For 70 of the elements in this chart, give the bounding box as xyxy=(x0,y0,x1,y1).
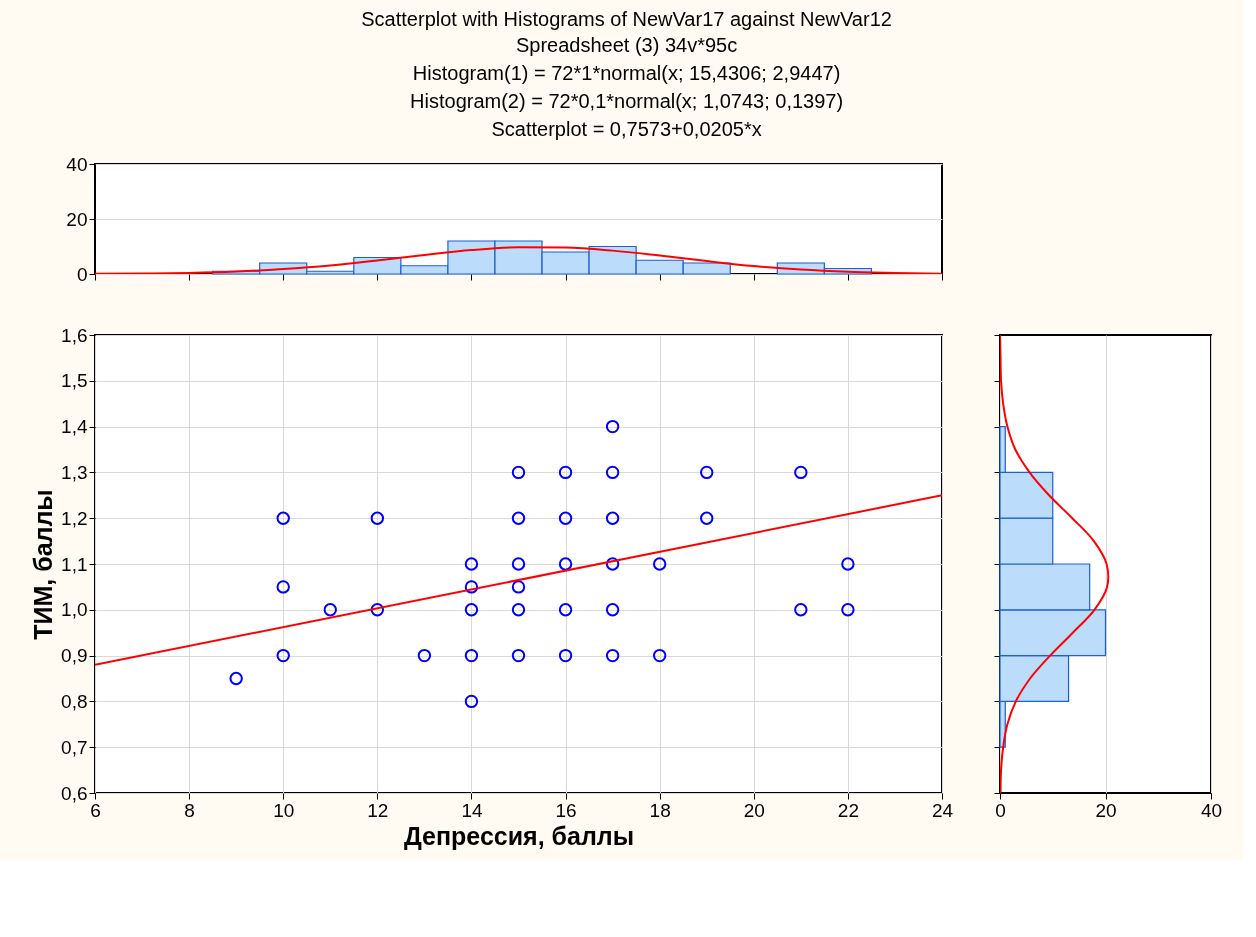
point xyxy=(511,603,526,617)
x-tick-label: 6 xyxy=(90,799,101,821)
y-tick-label: 0,6 xyxy=(61,782,88,804)
y-tick-label: 20 xyxy=(66,208,88,230)
x-tick-label: 18 xyxy=(649,799,671,821)
x-tick-label: 12 xyxy=(367,799,389,821)
point xyxy=(605,603,620,617)
y-tick-label: 1,3 xyxy=(61,461,88,483)
line-series xyxy=(95,246,942,274)
point xyxy=(511,465,526,480)
point xyxy=(276,511,290,525)
point xyxy=(794,465,808,480)
y-tick-label: 1,4 xyxy=(61,416,88,438)
y-tick-label: 1,2 xyxy=(61,507,88,529)
point xyxy=(417,648,432,663)
point xyxy=(464,580,479,594)
point xyxy=(511,648,526,663)
point xyxy=(558,603,573,617)
point xyxy=(229,671,243,686)
point xyxy=(605,419,620,434)
y-tick-label: 0,9 xyxy=(61,645,88,667)
x-axis-title: Депрессия, баллы xyxy=(403,821,635,850)
x-tick-label: 10 xyxy=(273,799,295,821)
x-tick-label: 20 xyxy=(1095,799,1117,821)
point xyxy=(700,465,714,480)
point xyxy=(323,603,337,617)
y-tick-label: 40 xyxy=(66,153,88,175)
point xyxy=(464,557,479,571)
point xyxy=(276,648,290,663)
point xyxy=(605,648,620,663)
point xyxy=(794,603,808,617)
point xyxy=(464,648,479,663)
x-tick-label: 0 xyxy=(995,799,1006,821)
point xyxy=(700,511,714,525)
point xyxy=(558,648,573,663)
x-tick-label: 8 xyxy=(184,799,195,821)
point xyxy=(841,557,855,571)
point xyxy=(605,465,620,480)
point xyxy=(605,557,620,571)
point xyxy=(558,557,573,571)
point xyxy=(558,511,573,525)
point xyxy=(464,694,479,709)
chart-subtitle: Spreadsheet (3) 34v*95c Histogram(1) = 72*1*normal(x; 15,4306; 2,9447) Histogram(2) = 72*0,1*normal(x; 1,0743; 0,1397) Scatterplot = 0,7573+0,0205*x xyxy=(410,34,844,140)
x-tick-label: 40 xyxy=(1200,799,1223,821)
x-tick-label: 16 xyxy=(555,799,577,821)
point xyxy=(558,465,573,480)
y-tick-label: 0,8 xyxy=(61,690,88,712)
chart-title: Scatterplot with Histograms of NewVar17 against NewVar12 xyxy=(361,8,892,30)
y-tick-label: 1,6 xyxy=(61,324,88,346)
y-tick-label: 1,1 xyxy=(61,553,88,575)
point xyxy=(511,580,526,594)
x-tick-label: 14 xyxy=(461,799,483,821)
point xyxy=(652,648,667,663)
point xyxy=(464,603,479,617)
point xyxy=(370,603,385,617)
point xyxy=(511,557,526,571)
x-tick-label: 24 xyxy=(931,799,954,821)
y-tick-label: 0,7 xyxy=(61,736,88,758)
y-tick-label: 0 xyxy=(76,263,88,285)
y-tick-label: 1,5 xyxy=(61,370,88,392)
x-tick-label: 20 xyxy=(743,799,765,821)
x-tick-label: 22 xyxy=(837,799,859,821)
point xyxy=(276,580,290,594)
point xyxy=(605,511,620,525)
point xyxy=(841,603,855,617)
y-tick-label: 1,0 xyxy=(61,599,88,621)
point xyxy=(370,511,385,525)
point xyxy=(511,511,526,525)
point xyxy=(652,557,667,571)
y-axis-title: ТИМ, баллы xyxy=(29,489,58,640)
